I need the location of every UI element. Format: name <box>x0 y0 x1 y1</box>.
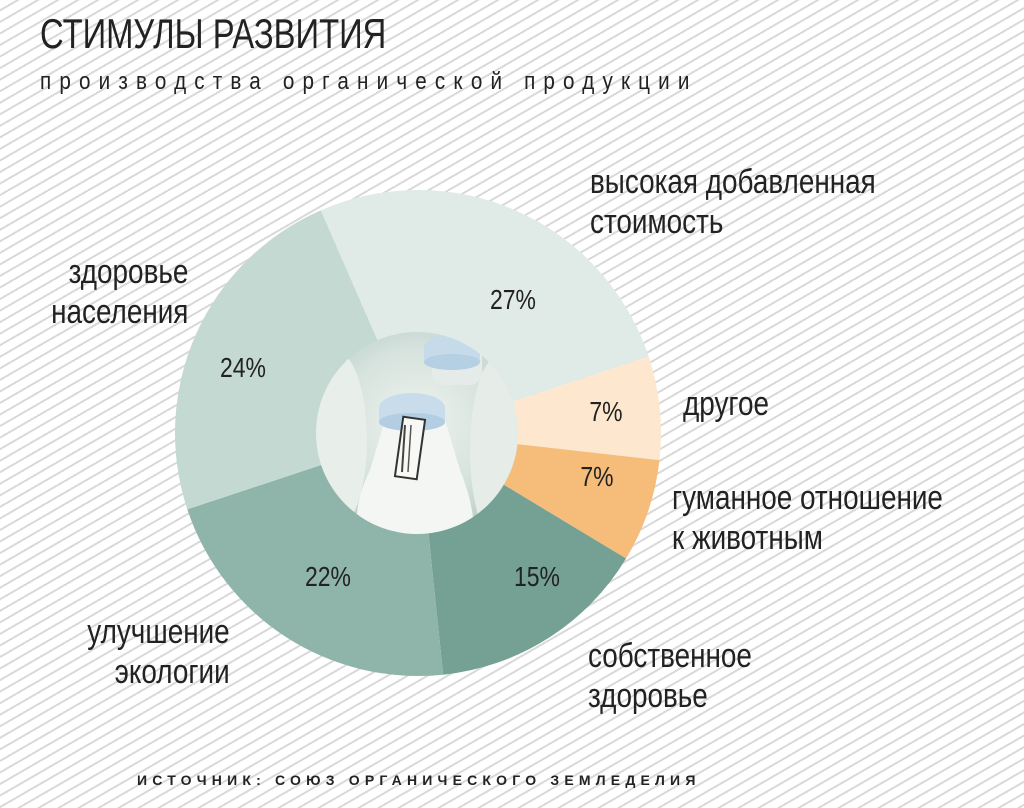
value-label-other: 7% <box>589 396 623 427</box>
category-label-other: другое <box>683 385 769 423</box>
value-label-value-added: 27% <box>490 284 536 315</box>
value-label-humane: 7% <box>580 461 614 492</box>
value-label-public-health: 24% <box>220 352 266 383</box>
center-photo <box>316 332 518 534</box>
category-label-own-health: собственное здоровье <box>588 637 752 715</box>
slice-humane <box>503 444 660 559</box>
category-label-public-health: здоровье населения <box>50 253 188 331</box>
slice-other <box>512 356 661 461</box>
slice-ecology <box>187 464 444 676</box>
value-label-ecology: 22% <box>305 561 351 592</box>
chart-title: СТИМУЛЫ РАЗВИТИЯ <box>40 10 387 57</box>
slice-public-health <box>175 210 378 510</box>
source-note: ИСТОЧНИК: СОЮЗ ОРГАНИЧЕСКОГО ЗЕМЛЕДЕЛИЯ <box>137 772 701 788</box>
category-label-ecology: улучшение экологии <box>87 613 230 691</box>
category-label-humane: гуманное отношение к животным <box>672 479 943 557</box>
value-label-own-health: 15% <box>514 561 560 592</box>
slice-value-added <box>320 190 649 402</box>
category-label-value-added: высокая добавленная стоимость <box>590 163 876 241</box>
chart-subtitle: производства органической продукции <box>40 68 698 95</box>
slice-own-health <box>428 484 627 675</box>
